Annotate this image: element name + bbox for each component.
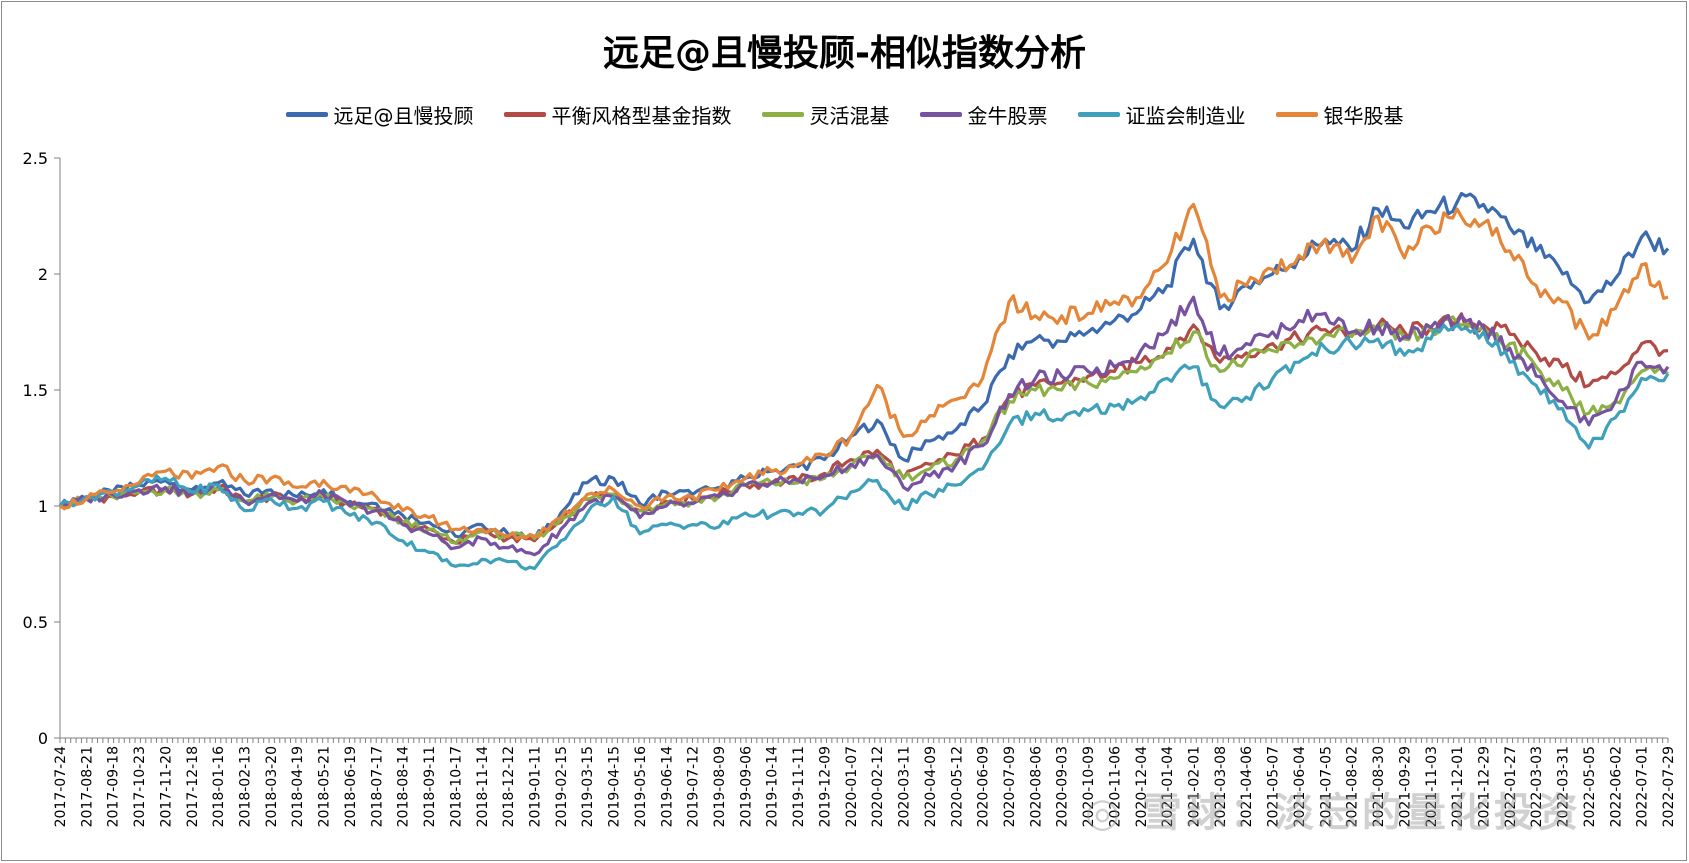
legend-label: 平衡风格型基金指数 (551, 104, 732, 128)
x-tick-label: 2021-09-29 (1397, 746, 1413, 827)
y-tick-label: 1.5 (23, 381, 48, 400)
x-tick-label: 2022-06-02 (1608, 746, 1624, 827)
y-tick-label: 2 (38, 265, 48, 284)
legend-swatch (1275, 112, 1318, 117)
x-tick-label: 2019-12-09 (817, 746, 833, 827)
x-tick-label: 2017-09-18 (106, 746, 122, 827)
x-tick-label: 2019-03-15 (580, 746, 596, 827)
x-tick-label: 2019-07-12 (686, 746, 702, 827)
x-tick-label: 2020-12-04 (1134, 746, 1150, 827)
legend-label: 金牛股票 (967, 104, 1048, 128)
x-tick-label: 2017-12-18 (185, 746, 201, 827)
legend-swatch (919, 112, 962, 117)
x-tick-label: 2018-03-20 (264, 746, 280, 827)
x-tick-label: 2021-08-02 (1345, 746, 1361, 827)
legend-label: 远足@且慢投顾 (333, 104, 474, 128)
x-tick-label: 2019-05-16 (633, 746, 649, 827)
x-tick-label: 2021-12-01 (1450, 746, 1466, 827)
x-tick-label: 2018-12-12 (501, 746, 517, 827)
x-tick-label: 2018-10-17 (448, 746, 464, 827)
x-tick-label: 2018-05-21 (317, 746, 333, 827)
x-tick-label: 2019-11-11 (791, 746, 807, 827)
x-tick-label: 2018-02-13 (238, 746, 254, 827)
x-tick-label: 2021-03-08 (1213, 746, 1229, 827)
x-tick-label: 2019-04-15 (607, 746, 623, 827)
x-tick-label: 2020-04-09 (923, 746, 939, 827)
x-tick-label: 2020-01-07 (844, 746, 860, 827)
legend-item: 平衡风格型基金指数 (503, 100, 732, 129)
watermark-text: ◎ 雪球：淡忘的量化投资 (1085, 790, 1582, 836)
legend-item: 远足@且慢投顾 (285, 100, 474, 129)
legend-item: 灵活混基 (761, 100, 890, 129)
x-tick-label: 2018-11-14 (475, 746, 491, 827)
x-tick-label: 2018-04-19 (290, 746, 306, 827)
y-tick-label: 2.5 (23, 149, 48, 168)
x-tick-label: 2017-07-24 (53, 746, 69, 827)
x-tick-label: 2020-10-09 (1081, 746, 1097, 827)
x-tick-label: 2021-01-04 (1160, 746, 1176, 827)
x-tick-label: 2017-08-21 (79, 746, 95, 827)
x-tick-label: 2020-02-12 (870, 746, 886, 827)
x-tick-label: 2018-07-17 (369, 746, 385, 827)
x-tick-label: 2021-04-06 (1239, 746, 1255, 827)
x-tick-label: 2022-03-31 (1556, 746, 1572, 827)
x-tick-label: 2020-06-09 (976, 746, 992, 827)
x-tick-label: 2021-12-29 (1476, 746, 1492, 827)
series-line-5 (58, 323, 1670, 571)
legend-item: 银华股基 (1275, 100, 1404, 129)
x-tick-label: 2020-03-11 (897, 746, 913, 827)
x-tick-label: 2022-07-01 (1635, 746, 1651, 827)
x-tick-label: 2019-01-11 (527, 746, 543, 827)
x-tick-label: 2019-06-14 (659, 746, 675, 827)
x-tick-label: 2019-08-09 (712, 746, 728, 827)
legend-label: 证监会制造业 (1125, 104, 1246, 128)
x-tick-label: 2019-10-14 (765, 746, 781, 827)
legend-swatch (285, 112, 328, 117)
x-tick-label: 2020-07-09 (1002, 746, 1018, 827)
legend-label: 银华股基 (1323, 104, 1404, 128)
chart-legend: 远足@且慢投顾 平衡风格型基金指数 灵活混基 金牛股票 证监会制造业 银华股基 (0, 100, 1689, 129)
x-tick-label: 2019-09-06 (738, 746, 754, 827)
legend-swatch (761, 112, 804, 117)
x-tick-label: 2022-05-05 (1582, 746, 1598, 827)
x-tick-label: 2020-11-06 (1107, 746, 1123, 827)
x-tick-label: 2022-07-29 (1661, 746, 1677, 827)
x-tick-label: 2021-06-04 (1292, 746, 1308, 827)
x-tick-label: 2018-06-19 (343, 746, 359, 827)
x-tick-label: 2021-07-05 (1318, 746, 1334, 827)
x-tick-label: 2017-10-23 (132, 746, 148, 827)
x-tick-label: 2022-03-03 (1529, 746, 1545, 827)
chart-title: 远足@且慢投顾-相似指数分析 (603, 33, 1086, 74)
x-tick-label: 2019-02-15 (554, 746, 570, 827)
legend-swatch (503, 112, 546, 117)
y-tick-label: 1 (38, 497, 48, 516)
x-tick-label: 2017-11-20 (158, 746, 174, 827)
legend-swatch (1077, 112, 1120, 117)
y-tick-label: 0 (38, 729, 48, 748)
x-tick-label: 2021-11-03 (1424, 746, 1440, 827)
series-line-2 (59, 312, 1669, 545)
x-tick-label: 2018-01-16 (211, 746, 227, 827)
x-tick-label: 2021-08-30 (1371, 746, 1387, 827)
series-line-3 (59, 315, 1669, 545)
x-tick-label: 2020-05-12 (949, 746, 965, 827)
legend-item: 金牛股票 (919, 100, 1048, 129)
legend-item: 证监会制造业 (1077, 100, 1246, 129)
x-tick-label: 2018-08-14 (396, 746, 412, 827)
x-tick-label: 2020-09-03 (1055, 746, 1071, 827)
x-tick-label: 2018-09-11 (422, 746, 438, 827)
x-tick-label: 2022-01-27 (1503, 746, 1519, 827)
x-tick-label: 2020-08-06 (1028, 746, 1044, 827)
series-line-6 (59, 202, 1669, 541)
y-tick-label: 0.5 (23, 613, 48, 632)
x-tick-label: 2021-02-01 (1187, 746, 1203, 827)
legend-label: 灵活混基 (809, 104, 890, 128)
x-tick-label: 2021-05-07 (1266, 746, 1282, 827)
